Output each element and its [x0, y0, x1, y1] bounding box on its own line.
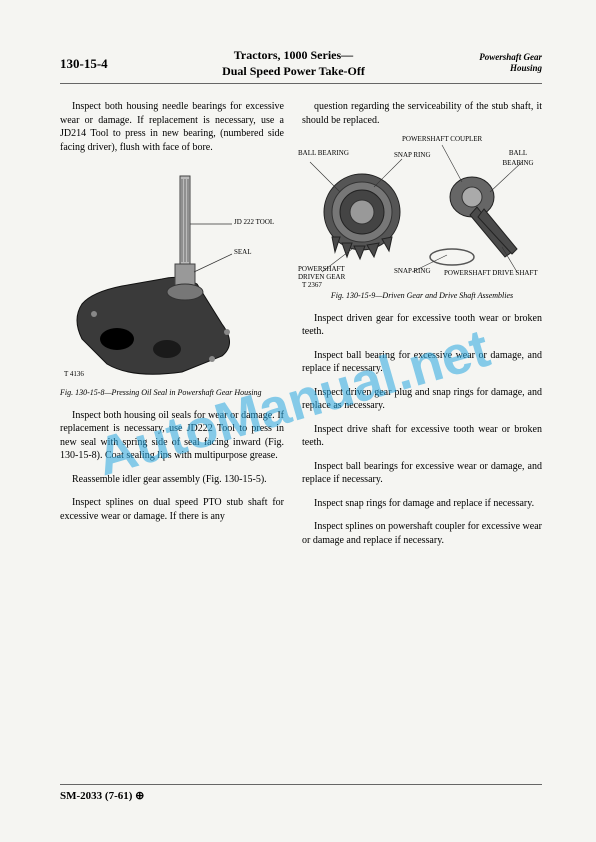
figure-label-ball-bearing-1: BALL BEARING	[298, 149, 349, 158]
figure-130-15-8: JD 222 TOOL SEAL T 4136 Fig. 130-15-8—Pr…	[60, 164, 284, 399]
header-page-code: 130-15-4	[60, 48, 108, 72]
figure-130-15-8-caption: Fig. 130-15-8—Pressing Oil Seal in Power…	[60, 388, 284, 399]
figure-label-snap-ring-2: SNAP RING	[394, 267, 431, 276]
header-title-line1: Tractors, 1000 Series—	[222, 48, 365, 64]
left-column: Inspect both housing needle bearings for…	[60, 100, 284, 557]
header-section-line1: Powershaft Gear	[479, 52, 542, 63]
para: Inspect splines on dual speed PTO stub s…	[60, 496, 284, 523]
figure-130-15-9-caption: Fig. 130-15-9—Driven Gear and Drive Shaf…	[302, 291, 542, 302]
page-footer: SM-2033 (7-61) ⊕	[60, 784, 542, 802]
figure-label-seal: SEAL	[234, 248, 252, 257]
para: Inspect ball bearing for excessive wear …	[302, 349, 542, 376]
figure-tmark-2: T 2367	[302, 281, 322, 290]
para: Inspect driven gear for excessive tooth …	[302, 312, 542, 339]
para: Reassemble idler gear assembly (Fig. 130…	[60, 473, 284, 487]
header-section: Powershaft Gear Housing	[479, 48, 542, 74]
para: question regarding the serviceability of…	[302, 100, 542, 127]
right-column: question regarding the serviceability of…	[302, 100, 542, 557]
header-title-line2: Dual Speed Power Take-Off	[222, 64, 365, 80]
header-section-line2: Housing	[479, 63, 542, 74]
para: Inspect snap rings for damage and replac…	[302, 497, 542, 511]
figure-130-15-9-image: BALL BEARING POWERSHAFT COUPLER BALL BEA…	[302, 137, 542, 287]
figure-label-tool: JD 222 TOOL	[234, 218, 274, 227]
para: Inspect splines on powershaft coupler fo…	[302, 520, 542, 547]
figure-label-ball-bearing-2: BALL BEARING	[494, 149, 542, 168]
figure-130-15-8-image: JD 222 TOOL SEAL T 4136	[62, 164, 282, 384]
para: Inspect both housing needle bearings for…	[60, 100, 284, 154]
figure-label-coupler: POWERSHAFT COUPLER	[402, 135, 482, 144]
page-header: 130-15-4 Tractors, 1000 Series— Dual Spe…	[60, 48, 542, 84]
figure-130-15-9: BALL BEARING POWERSHAFT COUPLER BALL BEA…	[302, 137, 542, 302]
content-columns: Inspect both housing needle bearings for…	[60, 100, 542, 557]
figure-label-drive-shaft: POWERSHAFT DRIVE SHAFT	[444, 269, 538, 278]
header-title: Tractors, 1000 Series— Dual Speed Power …	[222, 48, 365, 79]
para: Inspect driven gear plug and snap rings …	[302, 386, 542, 413]
para: Inspect ball bearings for excessive wear…	[302, 460, 542, 487]
para: Inspect both housing oil seals for wear …	[60, 409, 284, 463]
page: 130-15-4 Tractors, 1000 Series— Dual Spe…	[0, 0, 596, 842]
footer-code: SM-2033 (7-61) ⊕	[60, 790, 144, 802]
figure-label-snap-ring-1: SNAP RING	[394, 151, 431, 160]
figure-tmark: T 4136	[64, 370, 84, 379]
para: Inspect drive shaft for excessive tooth …	[302, 423, 542, 450]
